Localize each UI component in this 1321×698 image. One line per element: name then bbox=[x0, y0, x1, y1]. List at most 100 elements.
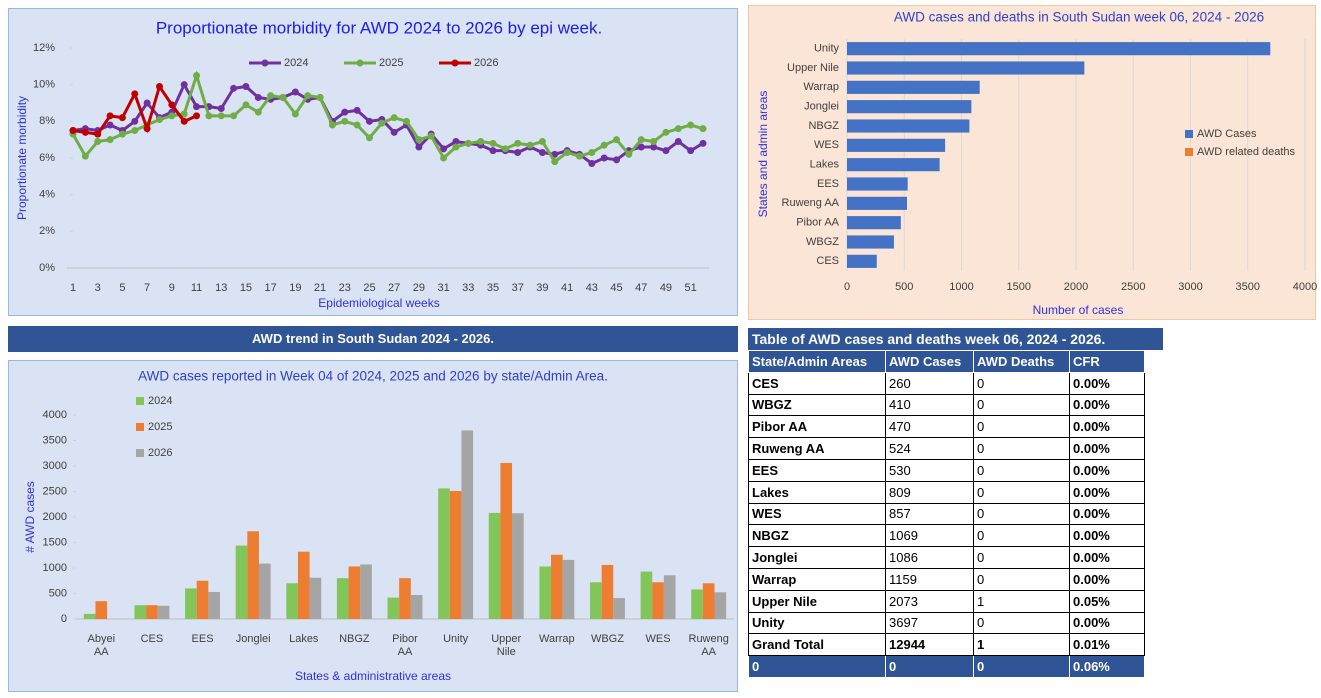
bar bbox=[461, 430, 474, 619]
legend-swatch bbox=[136, 449, 144, 457]
table-row: Pibor AA 470 0 0.00% bbox=[748, 415, 1145, 439]
x-tick-label: 15 bbox=[240, 282, 252, 294]
point bbox=[650, 138, 658, 145]
x-tick-label: Unity bbox=[443, 633, 469, 645]
table-cell: 260 bbox=[885, 371, 974, 395]
x-tick-label: 1 bbox=[70, 282, 76, 294]
point bbox=[94, 138, 102, 145]
table-cell: 0 bbox=[885, 655, 974, 678]
point bbox=[662, 128, 670, 136]
bar bbox=[702, 583, 715, 619]
x-tick-label: 31 bbox=[437, 282, 449, 294]
point bbox=[267, 92, 275, 100]
x-tick-label: WBGZ bbox=[590, 633, 624, 645]
table-row: WBGZ 410 0 0.00% bbox=[748, 393, 1145, 417]
point bbox=[341, 108, 349, 116]
x-tick-label: NBGZ bbox=[339, 633, 370, 645]
x-axis-label: Epidemiological weeks bbox=[318, 296, 439, 310]
point bbox=[440, 154, 448, 162]
x-tick-label: 39 bbox=[536, 282, 548, 294]
point bbox=[118, 130, 126, 138]
x-tick-label: 33 bbox=[462, 282, 474, 294]
table-cell: 410 bbox=[885, 393, 974, 417]
x-tick-label: 21 bbox=[314, 282, 326, 294]
point bbox=[217, 112, 225, 120]
bar bbox=[286, 583, 298, 619]
y-tick-label: EES bbox=[817, 178, 839, 190]
table-row: Ruweng AA 524 0 0.00% bbox=[748, 437, 1145, 460]
point bbox=[180, 81, 188, 89]
point bbox=[230, 84, 238, 92]
table-cell: 0.00% bbox=[1069, 415, 1145, 439]
bar bbox=[235, 545, 248, 619]
x-tick-label: 2500 bbox=[1121, 281, 1145, 293]
x-tick-label: 35 bbox=[487, 282, 499, 294]
table-cell: 0.06% bbox=[1069, 655, 1145, 678]
table-cell: 2073 bbox=[885, 589, 974, 613]
point bbox=[279, 94, 287, 101]
table-cell: Unity bbox=[748, 611, 886, 635]
table-row: Unity 3697 0 0.00% bbox=[748, 611, 1145, 635]
table-cell: WBGZ bbox=[748, 393, 886, 417]
table-cell: 0 bbox=[973, 502, 1070, 526]
point bbox=[600, 141, 608, 149]
y-tick-label: 12% bbox=[33, 42, 55, 54]
table-cell: 0.00% bbox=[1069, 502, 1145, 526]
bar bbox=[95, 601, 108, 619]
legend-marker bbox=[261, 59, 269, 67]
table-cell: 0 bbox=[973, 655, 1070, 678]
table-row: EES 530 0 0.00% bbox=[748, 458, 1145, 482]
table-cell: 0.00% bbox=[1069, 546, 1145, 569]
x-tick-label: 45 bbox=[610, 282, 622, 294]
point bbox=[304, 92, 312, 100]
table-cell: EES bbox=[748, 458, 886, 482]
bar bbox=[601, 564, 614, 619]
x-tick-label: 37 bbox=[512, 282, 524, 294]
point bbox=[687, 147, 695, 155]
point bbox=[514, 139, 522, 147]
bar bbox=[348, 566, 361, 619]
point bbox=[106, 121, 114, 129]
bar bbox=[589, 582, 602, 619]
bar bbox=[500, 462, 513, 619]
bar bbox=[336, 578, 349, 619]
bar bbox=[847, 42, 1271, 56]
y-tick-label: 1000 bbox=[43, 562, 67, 574]
y-tick-label: 10% bbox=[33, 79, 55, 91]
point bbox=[242, 83, 250, 90]
table-cell: 1086 bbox=[885, 546, 974, 569]
bar bbox=[360, 564, 372, 619]
x-tick-label: 3500 bbox=[1236, 281, 1260, 293]
table-cell: Jonglei bbox=[748, 546, 886, 569]
point bbox=[575, 152, 583, 160]
x-tick-label: 23 bbox=[339, 282, 351, 294]
point bbox=[353, 106, 361, 114]
point bbox=[489, 139, 497, 147]
point bbox=[674, 125, 682, 133]
x-tick-label: 0 bbox=[844, 281, 850, 293]
header-cell: AWD Deaths bbox=[973, 350, 1070, 373]
x-tick-label: 47 bbox=[635, 282, 647, 294]
table-cell: 0 bbox=[973, 458, 1070, 482]
point bbox=[353, 121, 361, 129]
bar bbox=[691, 589, 703, 619]
point bbox=[613, 156, 621, 164]
table-cell: 12944 bbox=[885, 633, 974, 657]
x-axis-label: States & administrative areas bbox=[295, 669, 451, 683]
y-tick-label: 500 bbox=[49, 587, 67, 599]
bar bbox=[847, 138, 946, 152]
table-row: Lakes 809 0 0.00% bbox=[748, 480, 1145, 504]
point bbox=[415, 143, 423, 151]
x-tick-label: 1000 bbox=[949, 281, 973, 293]
x-tick-label: 4000 bbox=[1293, 281, 1317, 293]
point bbox=[155, 116, 163, 123]
point bbox=[464, 139, 472, 147]
bar bbox=[640, 571, 653, 619]
point bbox=[699, 125, 707, 133]
x-tick-label: Lakes bbox=[289, 633, 319, 645]
table-cell: 0 bbox=[748, 655, 886, 678]
x-tick-label: 25 bbox=[363, 282, 375, 294]
table-cell: 0 bbox=[973, 393, 1070, 417]
point bbox=[168, 101, 176, 109]
